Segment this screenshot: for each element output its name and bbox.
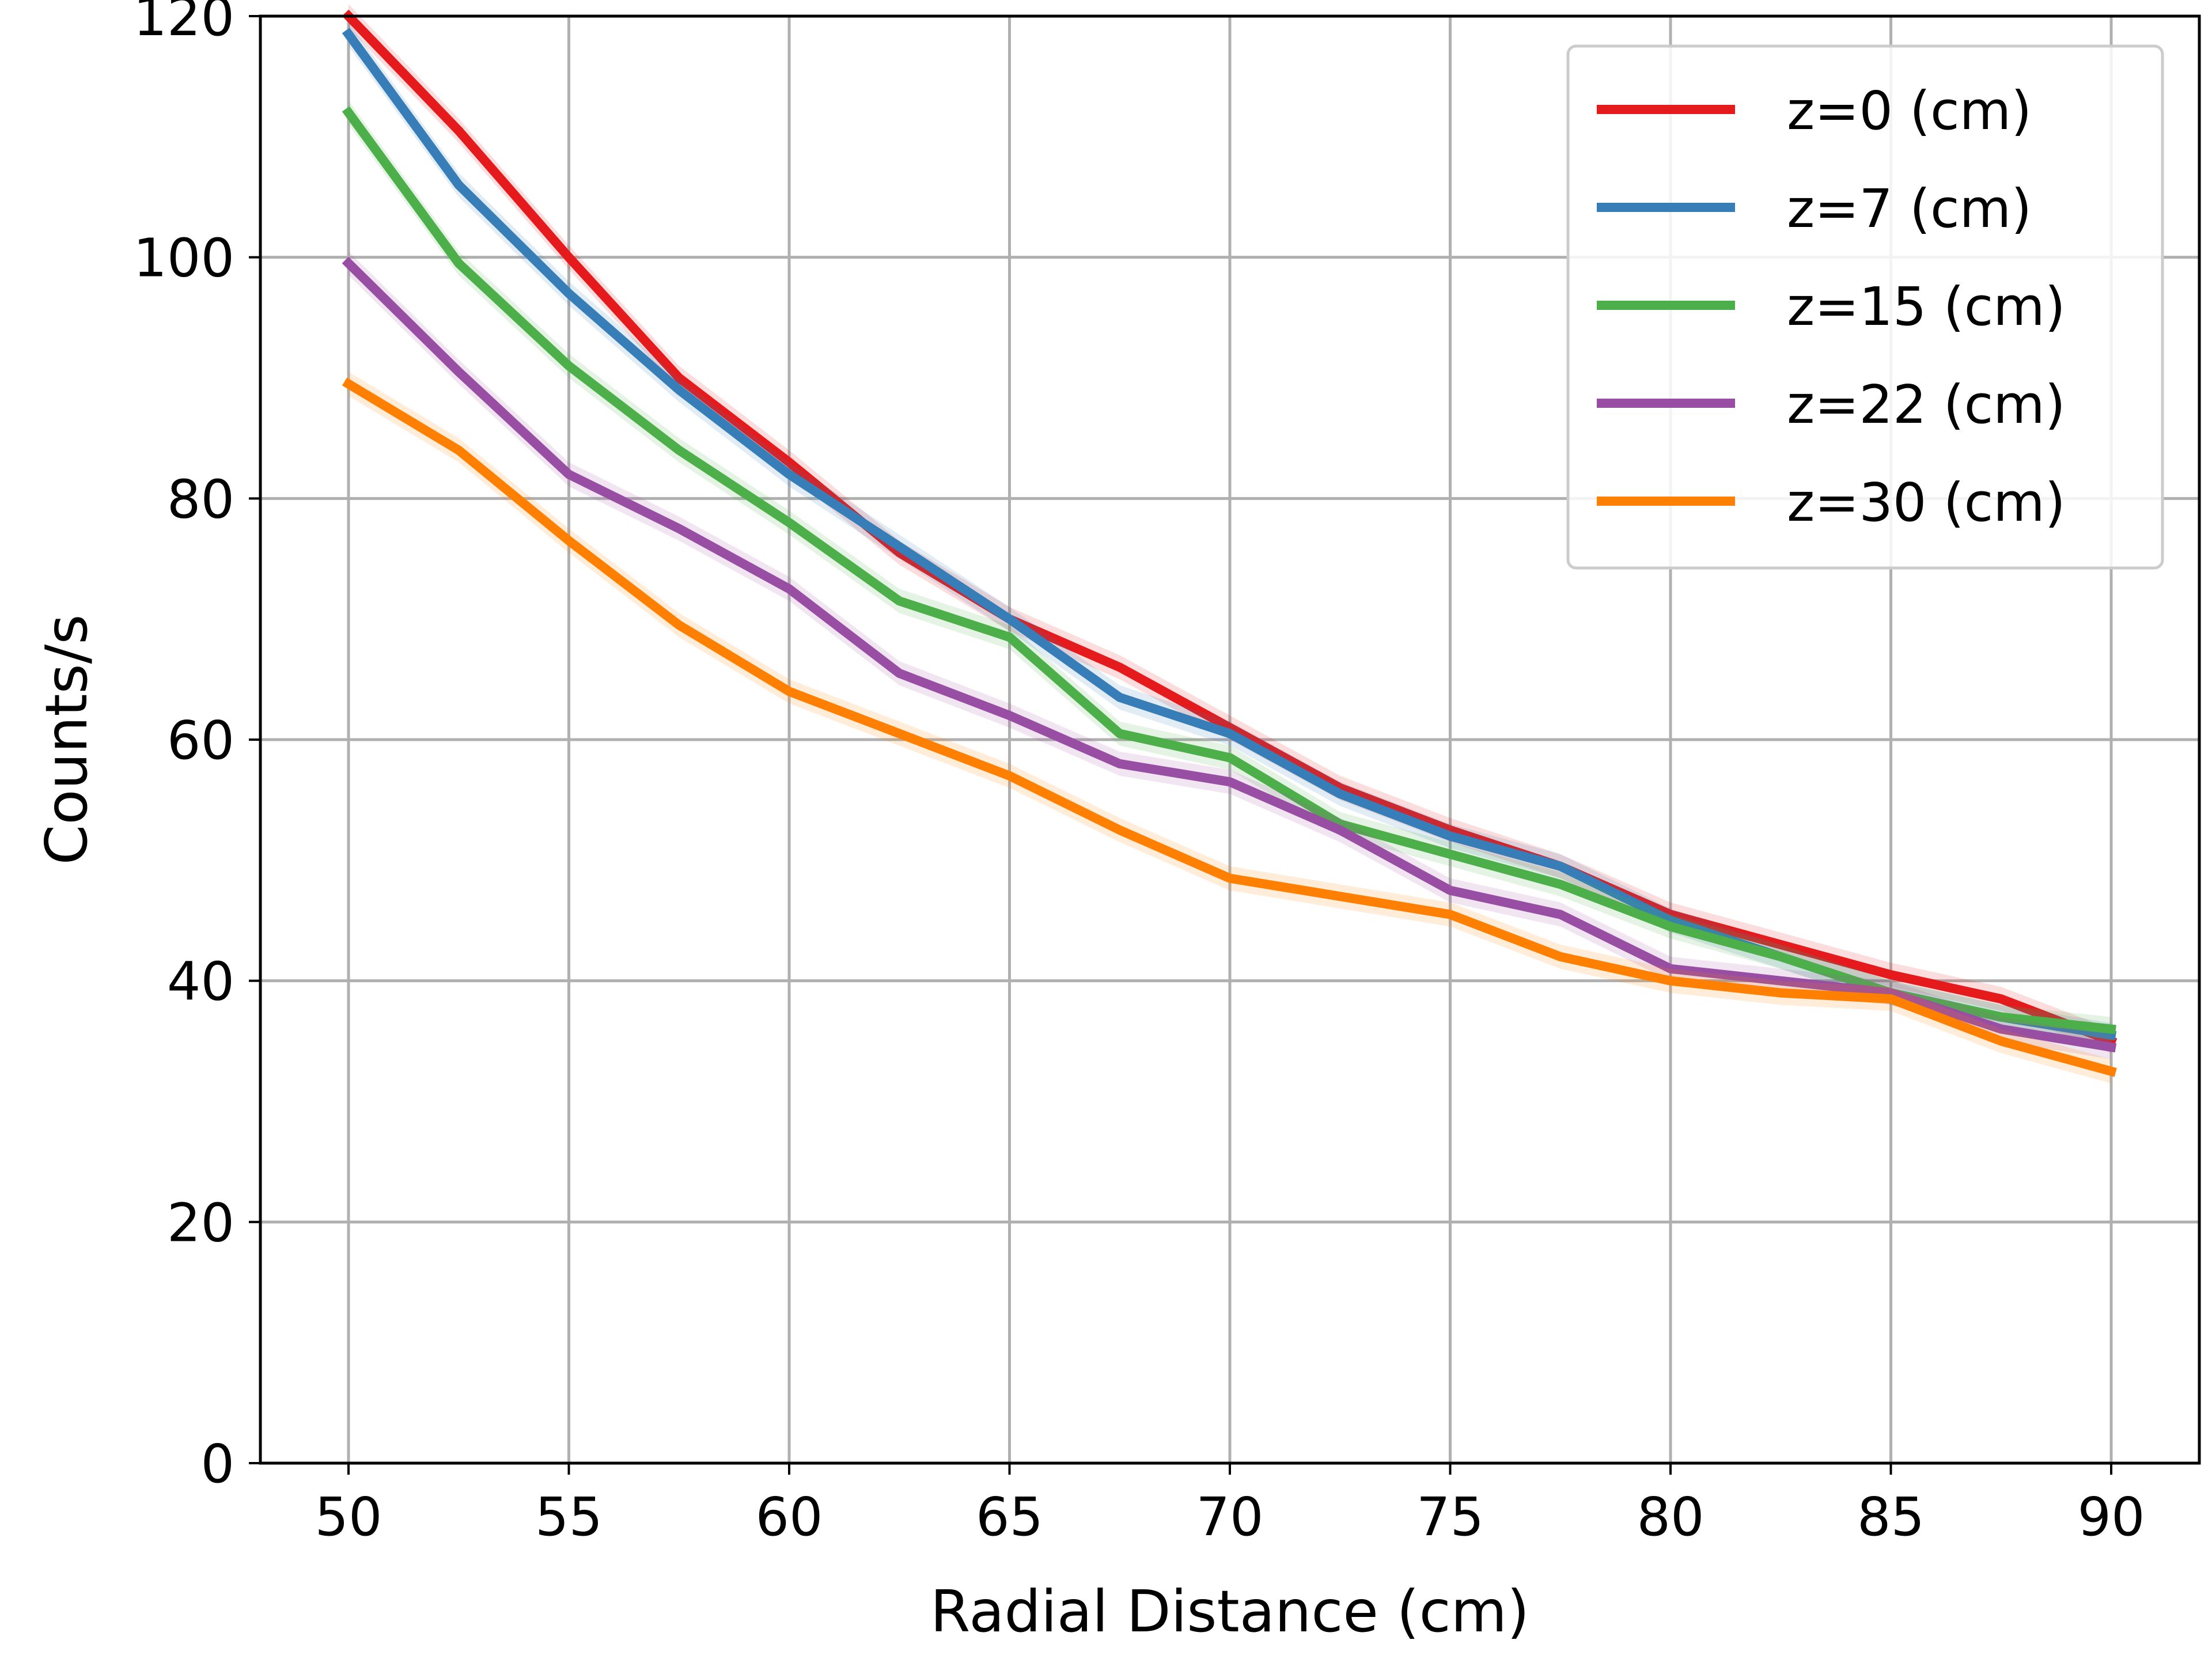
x-tick-label: 65 — [976, 1486, 1043, 1548]
y-axis-label: Counts/s — [33, 615, 100, 865]
x-tick-label: 80 — [1637, 1486, 1704, 1548]
series-line — [342, 9, 2118, 1047]
y-tick-label: 40 — [167, 951, 234, 1013]
series-line — [342, 256, 2117, 1052]
legend-label: z=7 (cm) — [1787, 178, 2032, 240]
x-tick-label: 90 — [2077, 1486, 2145, 1548]
x-tick-label: 75 — [1416, 1486, 1484, 1548]
y-tick-label: 120 — [133, 0, 234, 48]
x-tick-label: 70 — [1196, 1486, 1263, 1548]
legend-label: z=15 (cm) — [1787, 276, 2066, 338]
x-tick-label: 85 — [1857, 1486, 1925, 1548]
y-tick-label: 80 — [167, 468, 234, 530]
y-tick-label: 100 — [133, 228, 234, 289]
legend-label: z=22 (cm) — [1787, 374, 2066, 435]
series-line — [342, 106, 2116, 1035]
data-series — [342, 4, 2118, 1084]
x-tick-label: 55 — [535, 1486, 603, 1548]
legend-label: z=30 (cm) — [1787, 472, 2066, 533]
axis-ticks: 50 55 60 65 70 75 80 85 90 0 20 40 60 80 100 120 — [133, 0, 2145, 1548]
y-tick-label: 60 — [167, 710, 234, 771]
legend: z=0 (cm) z=7 (cm) z=15 (cm) z=22 (cm) z=30 (… — [1566, 44, 2164, 570]
x-tick-label: 60 — [755, 1486, 823, 1548]
legend-box — [1566, 44, 2164, 570]
x-tick-label: 50 — [315, 1486, 382, 1548]
x-axis-label: Radial Distance (cm) — [930, 1578, 1529, 1645]
series-line — [342, 377, 2117, 1077]
y-tick-label: 0 — [200, 1433, 234, 1495]
legend-label: z=0 (cm) — [1787, 80, 2032, 142]
y-tick-label: 20 — [167, 1192, 234, 1253]
